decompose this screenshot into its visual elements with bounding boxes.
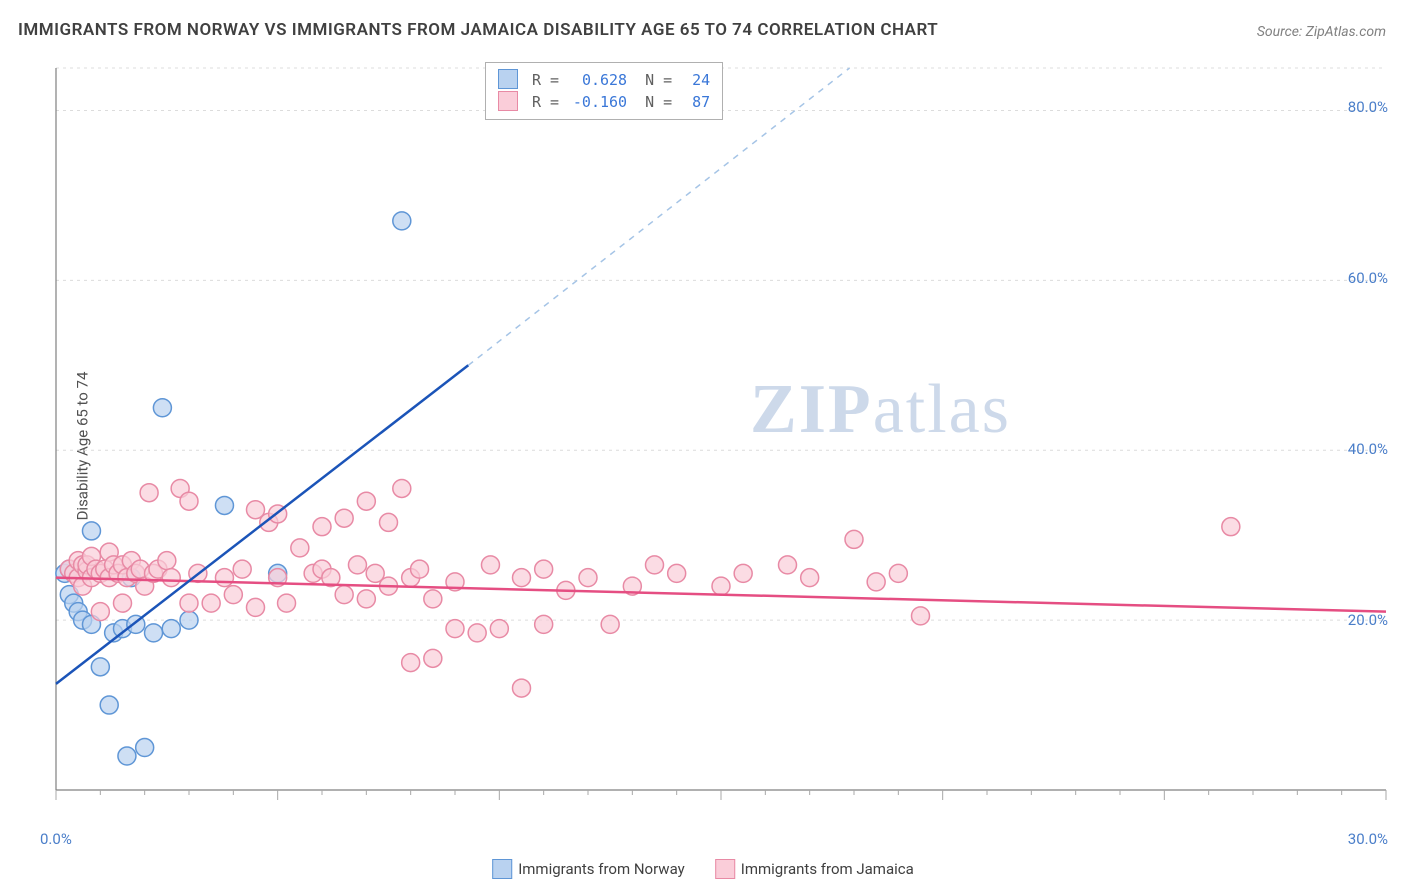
n-label-jamaica: N =	[645, 91, 672, 113]
bottom-legend: Immigrants from Norway Immigrants from J…	[492, 860, 914, 880]
stats-row-norway: R = 0.628 N = 24	[498, 69, 710, 91]
swatch-norway	[498, 69, 518, 89]
y-tick-40: 40.0%	[1348, 440, 1388, 458]
y-tick-60: 60.0%	[1348, 269, 1388, 287]
n-value-jamaica: 87	[680, 91, 710, 113]
legend-swatch-norway	[492, 859, 512, 879]
y-tick-80: 80.0%	[1348, 98, 1388, 116]
legend-item-jamaica: Immigrants from Jamaica	[715, 860, 914, 880]
scatter-plot	[48, 60, 1388, 830]
r-value-jamaica: -0.160	[567, 91, 627, 113]
r-value-norway: 0.628	[567, 69, 627, 91]
legend-label-norway: Immigrants from Norway	[518, 860, 685, 878]
legend-label-jamaica: Immigrants from Jamaica	[741, 860, 914, 878]
n-label-norway: N =	[645, 69, 672, 91]
legend-item-norway: Immigrants from Norway	[492, 860, 685, 880]
stats-legend: R = 0.628 N = 24 R = -0.160 N = 87	[485, 62, 723, 120]
stats-row-jamaica: R = -0.160 N = 87	[498, 91, 710, 113]
source-label: Source: ZipAtlas.com	[1257, 24, 1386, 40]
chart-title: IMMIGRANTS FROM NORWAY VS IMMIGRANTS FRO…	[18, 20, 938, 40]
swatch-jamaica	[498, 91, 518, 111]
y-tick-20: 20.0%	[1348, 611, 1388, 629]
r-label-norway: R =	[532, 69, 559, 91]
n-value-norway: 24	[680, 69, 710, 91]
x-tick-0: 0.0%	[40, 830, 72, 848]
x-tick-30: 30.0%	[1348, 830, 1388, 848]
r-label-jamaica: R =	[532, 91, 559, 113]
legend-swatch-jamaica	[715, 859, 735, 879]
